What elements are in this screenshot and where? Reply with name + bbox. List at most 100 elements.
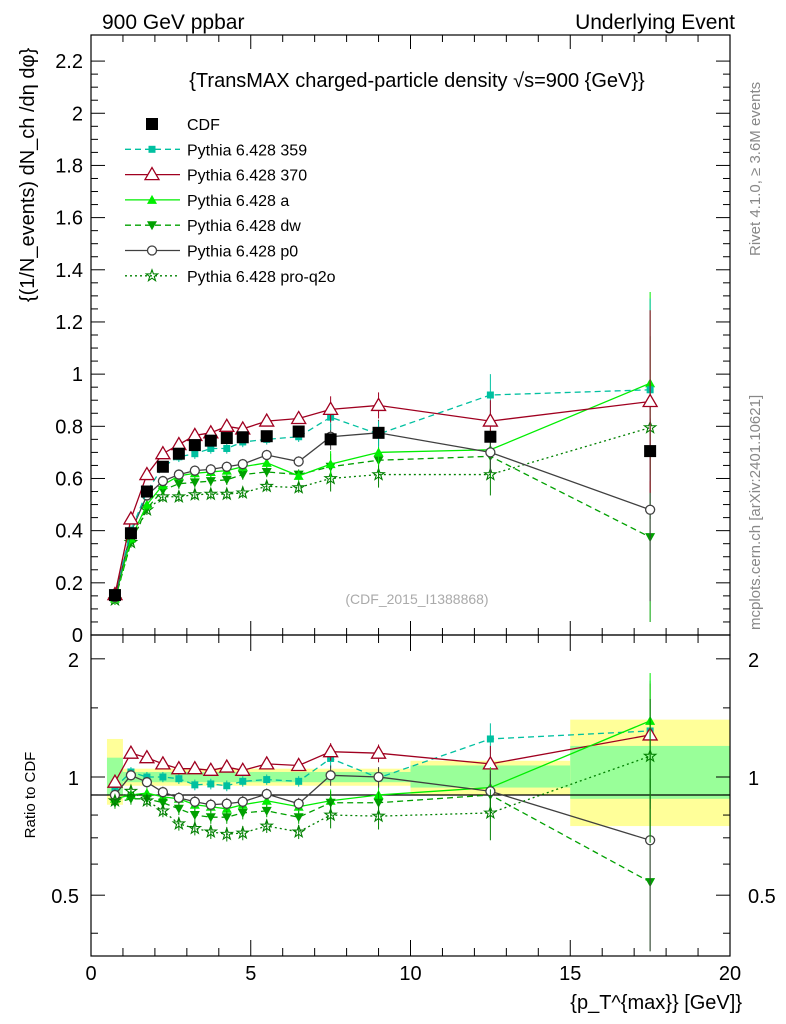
data-point bbox=[641, 393, 659, 408]
data-point bbox=[205, 464, 216, 475]
series-line bbox=[114, 455, 651, 600]
ratio-point bbox=[141, 777, 153, 788]
ratio-y-axis: 0.5 0.5 1 1 2 2 bbox=[51, 650, 776, 934]
main-y-tick-label: 1 bbox=[72, 364, 83, 386]
data-point bbox=[140, 485, 153, 498]
legend-marker bbox=[143, 166, 161, 181]
ratio-point bbox=[207, 780, 215, 788]
legend-marker bbox=[148, 145, 156, 153]
x-axis-label: {p_T^{max}} [GeV]} bbox=[570, 992, 742, 1014]
ratio-point bbox=[263, 776, 271, 784]
data-point bbox=[322, 401, 339, 415]
ratio-point bbox=[155, 803, 171, 818]
ratio-point bbox=[189, 796, 200, 807]
ratio-point bbox=[291, 824, 306, 839]
main-y-label: {(1/N_events) dN_ch /dη dφ} bbox=[17, 48, 39, 303]
main-y-tick-label: 0 bbox=[72, 625, 83, 647]
ratio-point bbox=[290, 757, 307, 772]
ratio-point bbox=[138, 749, 156, 764]
ratio-y-tick-label: 1 bbox=[68, 768, 79, 790]
data-point bbox=[293, 456, 304, 467]
ratio-point bbox=[107, 793, 123, 807]
ratio-point bbox=[173, 792, 185, 803]
data-point bbox=[235, 485, 251, 500]
x-tick-label: 5 bbox=[245, 963, 256, 985]
data-point bbox=[138, 466, 156, 481]
data-point bbox=[221, 461, 232, 472]
ratio-point bbox=[223, 782, 231, 790]
data-point bbox=[221, 475, 232, 485]
x-tick-label: 0 bbox=[85, 963, 96, 985]
legend-label: Pythia 6.428 359 bbox=[187, 142, 307, 159]
legend-label: Pythia 6.428 dw bbox=[187, 218, 301, 235]
data-point bbox=[290, 410, 307, 425]
data-point bbox=[486, 391, 494, 399]
x-tick-label: 20 bbox=[719, 963, 741, 985]
ratio-point bbox=[205, 813, 216, 823]
header-left: 900 GeV ppbar bbox=[102, 11, 244, 34]
ratio-point bbox=[295, 777, 303, 785]
ratio-point bbox=[325, 770, 336, 781]
legend-entry: Pythia 6.428 359 bbox=[125, 142, 307, 159]
ratio-point bbox=[191, 781, 199, 789]
ratio-point bbox=[237, 796, 248, 807]
ratio-point bbox=[261, 795, 272, 805]
ratio-point bbox=[170, 760, 187, 775]
ratio-point bbox=[106, 773, 124, 788]
ratio-point bbox=[221, 798, 232, 809]
data-point bbox=[141, 499, 152, 509]
ratio-y-tick-label-right: 2 bbox=[748, 650, 759, 672]
chart-title: {TransMAX charged-particle density √s=90… bbox=[189, 70, 645, 92]
mcplots-label: mcplots.cern.ch [arXiv:2401.10621] bbox=[747, 395, 764, 630]
ratio-panel: 0.5 0.5 1 1 2 2 0 5 10 15 20 Ratio to CDF {p_T^{m… bbox=[22, 634, 776, 1014]
data-point bbox=[261, 449, 272, 461]
data-point bbox=[485, 447, 496, 458]
ratio-point bbox=[237, 808, 248, 818]
ratio-point bbox=[159, 773, 167, 781]
legend-entry: Pythia 6.428 p0 bbox=[125, 244, 298, 261]
legend-marker bbox=[147, 194, 157, 204]
ratio-point bbox=[218, 758, 235, 773]
data-point bbox=[237, 470, 248, 480]
data-point bbox=[205, 477, 216, 487]
data-point bbox=[219, 486, 235, 501]
ratio-point bbox=[203, 824, 219, 839]
ratio-y-label: Ratio to CDF bbox=[22, 752, 39, 839]
data-point bbox=[218, 418, 235, 432]
ratio-series-pythia-6-428-pro-q2o bbox=[107, 699, 658, 843]
ratio-point bbox=[154, 755, 172, 770]
data-point bbox=[260, 430, 273, 443]
ratio-point bbox=[371, 808, 386, 823]
data-point bbox=[187, 486, 203, 501]
legend-label: Pythia 6.428 p0 bbox=[187, 244, 298, 261]
ratio-point bbox=[373, 771, 384, 783]
ratio-point bbox=[293, 798, 304, 809]
data-point bbox=[189, 478, 200, 488]
ratio-point bbox=[261, 806, 272, 816]
data-point bbox=[258, 412, 275, 427]
ratio-y-tick-label-right: 0.5 bbox=[748, 886, 776, 908]
ratio-point bbox=[219, 826, 235, 841]
ratio-y-tick-label-right: 1 bbox=[748, 768, 759, 790]
ratio-series-group bbox=[106, 673, 659, 952]
ratio-point bbox=[370, 744, 387, 759]
ratio-point bbox=[205, 799, 216, 810]
legend: CDF Pythia 6.428 359 Pythia 6.428 370 Pythi… bbox=[125, 117, 336, 286]
legend-entry: Pythia 6.428 370 bbox=[125, 166, 307, 185]
data-point bbox=[204, 434, 217, 447]
data-point bbox=[171, 489, 187, 503]
data-point bbox=[373, 447, 384, 457]
legend-entry: Pythia 6.428 dw bbox=[125, 218, 301, 235]
data-point bbox=[370, 397, 387, 412]
data-point bbox=[291, 479, 306, 494]
data-point bbox=[261, 457, 272, 467]
data-point bbox=[154, 445, 172, 460]
ratio-point bbox=[235, 825, 251, 840]
ratio-point bbox=[486, 735, 494, 743]
legend-entry: Pythia 6.428 a bbox=[125, 193, 289, 210]
ratio-point bbox=[171, 816, 187, 831]
ratio-point bbox=[234, 762, 251, 776]
data-point bbox=[372, 426, 385, 439]
main-y-tick-label: 2.2 bbox=[55, 51, 83, 73]
data-point bbox=[191, 450, 199, 458]
